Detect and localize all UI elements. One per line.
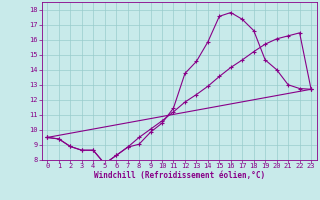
X-axis label: Windchill (Refroidissement éolien,°C): Windchill (Refroidissement éolien,°C) [94, 171, 265, 180]
